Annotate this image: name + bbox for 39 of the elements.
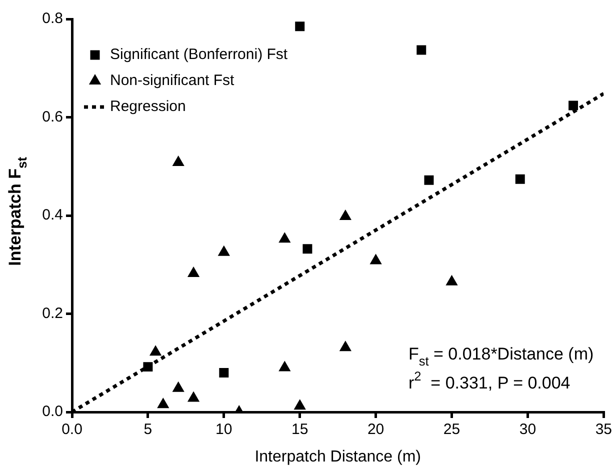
point	[370, 254, 382, 264]
point	[446, 275, 458, 286]
x-tick-label: 15	[292, 421, 308, 438]
point	[188, 392, 200, 402]
x-tick-label: 25	[443, 421, 460, 438]
x-axis-title: Interpatch Distance (m)	[254, 448, 421, 466]
y-tick-label: 0.6	[42, 108, 63, 126]
point	[295, 22, 305, 32]
point	[340, 341, 352, 352]
x-tick-label: 0.0	[62, 421, 82, 438]
y-tick-label: 0.4	[42, 206, 63, 224]
x-tick-label: 5	[144, 421, 152, 438]
point	[515, 174, 525, 184]
legend-label: Regression	[110, 98, 186, 116]
point	[172, 156, 184, 166]
x-tick-label: 30	[519, 421, 536, 438]
x-tick-label: 35	[595, 421, 612, 438]
x-tick-label: 20	[367, 421, 384, 438]
legend-label: Significant (Bonferroni) Fst	[110, 46, 288, 64]
point	[219, 368, 229, 378]
point	[188, 266, 200, 277]
point	[416, 45, 426, 55]
legend-label: Non-significant Fst	[110, 72, 236, 90]
point	[294, 400, 306, 410]
y-tick-label: 0.8	[42, 10, 63, 28]
x-tick-label: 10	[216, 421, 232, 438]
point	[302, 244, 312, 254]
point	[568, 100, 578, 110]
point	[424, 175, 434, 185]
point	[157, 398, 169, 408]
point	[278, 232, 290, 243]
point	[278, 361, 290, 372]
point	[340, 210, 352, 220]
y-tick-label: 0.0	[42, 403, 63, 420]
point	[150, 346, 162, 356]
point	[218, 246, 230, 256]
y-tick-label: 0.2	[42, 304, 63, 322]
point	[172, 382, 184, 392]
y-axis-title: Interpatch Fst	[6, 156, 30, 266]
